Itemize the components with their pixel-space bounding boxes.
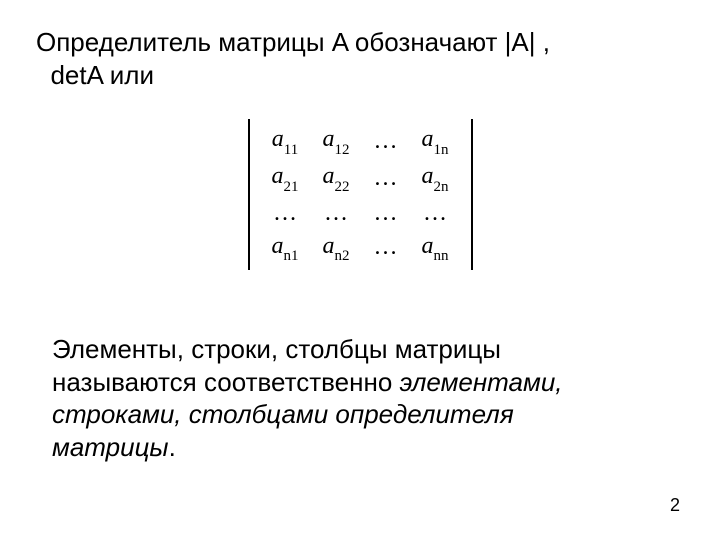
determinant-matrix: a11a12…a1na21a22…a2n…………an1an2…ann <box>0 117 720 277</box>
text: Определитель матрицы <box>36 27 332 57</box>
text-det: det <box>50 60 86 90</box>
symbol-A: A <box>332 27 348 57</box>
text-italic: матрицы <box>52 432 169 462</box>
text: , <box>536 27 550 57</box>
slide: Определитель матрицы A обозначают |A| , … <box>0 0 720 540</box>
paragraph-definition: Элементы, строки, столбцы матрицы называ… <box>52 333 652 463</box>
symbol-absA: |A| <box>505 27 536 57</box>
paragraph-notation: Определитель матрицы A обозначают |A| , … <box>36 26 676 91</box>
matrix-body: a11a12…a1na21a22…a2n…………an1an2…ann <box>242 117 479 272</box>
matrix-cell: … <box>362 230 410 267</box>
page-number: 2 <box>670 495 680 516</box>
symbol-A: A <box>87 60 103 90</box>
matrix-cell: ann <box>410 230 461 267</box>
matrix-cell: a1n <box>410 123 461 160</box>
text: обозначают <box>348 27 505 57</box>
matrix-cell: a11 <box>260 123 311 160</box>
matrix-cell: … <box>362 160 410 197</box>
matrix-row: ………… <box>260 197 461 230</box>
text: Элементы, строки, столбцы матрицы <box>52 334 501 364</box>
matrix-row: a11a12…a1n <box>260 123 461 160</box>
matrix-cell: a22 <box>311 160 362 197</box>
matrix-cell: … <box>410 197 461 230</box>
matrix-cell: … <box>260 197 311 230</box>
determinant-bar-right <box>471 119 473 270</box>
matrix-cell: a2n <box>410 160 461 197</box>
text: называются соответственно <box>52 367 400 397</box>
matrix-row: an1an2…ann <box>260 230 461 267</box>
text-italic: строками, столбцами определителя <box>52 399 514 429</box>
matrix-cell: an1 <box>260 230 311 267</box>
matrix-cell: an2 <box>311 230 362 267</box>
matrix-cell: a12 <box>311 123 362 160</box>
matrix-cell: a21 <box>260 160 311 197</box>
determinant-bar-left <box>248 119 250 270</box>
text: . <box>169 432 176 462</box>
matrix-cell: … <box>311 197 362 230</box>
text: или <box>103 60 154 90</box>
text-italic: элементами, <box>400 367 563 397</box>
matrix-cell: … <box>362 123 410 160</box>
matrix-cell: … <box>362 197 410 230</box>
matrix-row: a21a22…a2n <box>260 160 461 197</box>
matrix-table: a11a12…a1na21a22…a2n…………an1an2…ann <box>260 123 461 266</box>
